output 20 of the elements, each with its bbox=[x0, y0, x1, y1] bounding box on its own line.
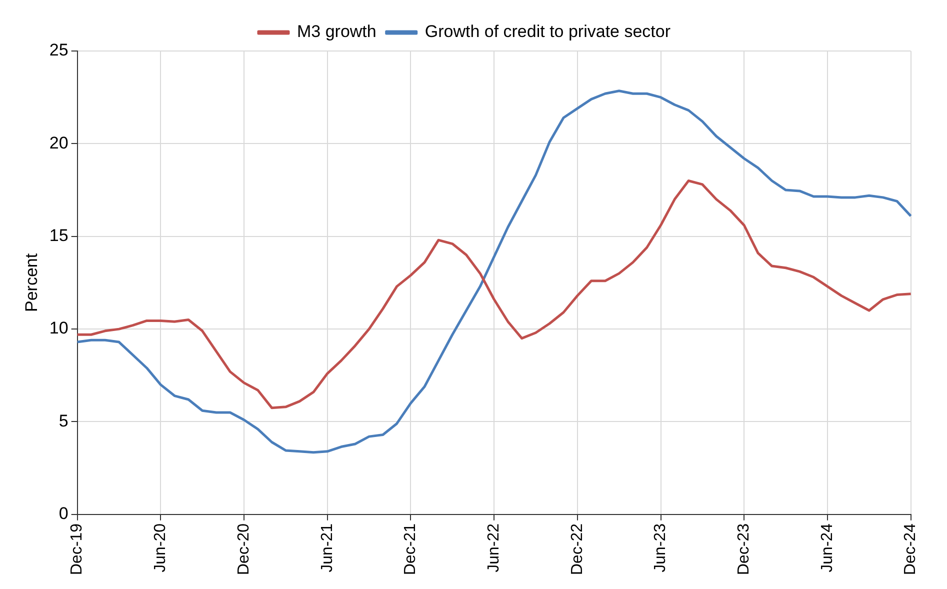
x-tick-label: Dec-20 bbox=[235, 523, 252, 575]
y-tick-label: 20 bbox=[49, 133, 68, 152]
x-tick-label: Dec-21 bbox=[402, 523, 420, 575]
x-tick-label: Jun-23 bbox=[652, 523, 670, 572]
legend-label: Growth of credit to private sector bbox=[424, 22, 671, 42]
x-tick-label: Jun-20 bbox=[152, 523, 170, 572]
x-tick-label: Dec-19 bbox=[68, 523, 86, 575]
y-tick-label: 5 bbox=[58, 411, 68, 430]
x-tick-label: Dec-24 bbox=[902, 523, 920, 575]
y-tick-label: 15 bbox=[49, 226, 68, 246]
y-tick-label: 25 bbox=[49, 40, 68, 60]
y-tick-label: 10 bbox=[49, 318, 68, 338]
y-tick-label: 0 bbox=[58, 504, 68, 524]
x-tick-label: Dec-23 bbox=[736, 523, 753, 575]
legend-label: M3 growth bbox=[296, 22, 376, 42]
y-axis-title: Percent bbox=[22, 253, 41, 312]
x-tick-label: Jun-22 bbox=[485, 523, 502, 572]
x-tick-label: Dec-22 bbox=[568, 523, 586, 575]
x-tick-label: Jun-21 bbox=[318, 523, 336, 572]
x-tick-label: Jun-24 bbox=[818, 523, 836, 572]
